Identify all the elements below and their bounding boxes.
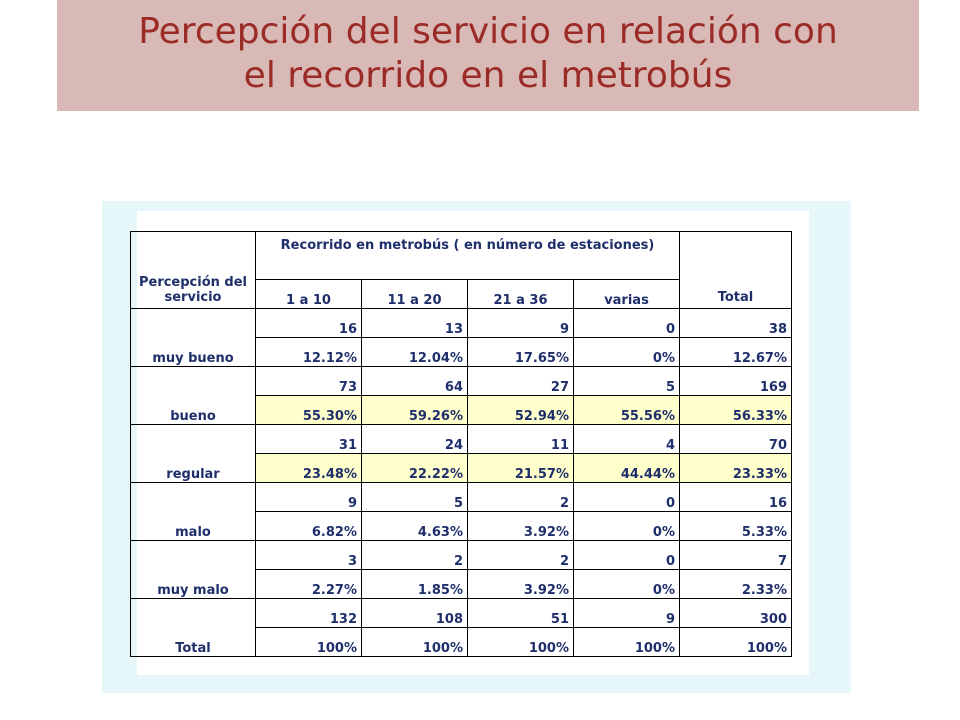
count-cell: 9 bbox=[573, 598, 680, 628]
count-cell: 70 bbox=[679, 424, 792, 454]
count-cell: 2 bbox=[467, 540, 574, 570]
row-label: muy malo bbox=[130, 540, 256, 599]
percent-cell: 12.67% bbox=[679, 337, 792, 367]
count-cell: 300 bbox=[679, 598, 792, 628]
count-cell: 27 bbox=[467, 366, 574, 396]
count-cell: 0 bbox=[573, 308, 680, 338]
count-cell: 31 bbox=[255, 424, 362, 454]
percent-cell: 100% bbox=[255, 627, 362, 657]
count-cell: 2 bbox=[361, 540, 468, 570]
header-recorrido: Recorrido en metrobús ( en número de est… bbox=[255, 231, 680, 280]
count-cell: 11 bbox=[467, 424, 574, 454]
percent-cell: 55.30% bbox=[255, 395, 362, 425]
column-header: varias bbox=[573, 279, 680, 309]
column-header: 21 a 36 bbox=[467, 279, 574, 309]
percent-cell: 4.63% bbox=[361, 511, 468, 541]
count-cell: 108 bbox=[361, 598, 468, 628]
percent-cell: 3.92% bbox=[467, 569, 574, 599]
count-cell: 132 bbox=[255, 598, 362, 628]
count-cell: 38 bbox=[679, 308, 792, 338]
percent-cell: 12.12% bbox=[255, 337, 362, 367]
count-cell: 73 bbox=[255, 366, 362, 396]
percent-cell: 100% bbox=[361, 627, 468, 657]
row-label-total: Total bbox=[130, 598, 256, 657]
percent-cell: 0% bbox=[573, 511, 680, 541]
count-cell: 3 bbox=[255, 540, 362, 570]
percent-cell: 100% bbox=[467, 627, 574, 657]
percent-cell: 23.33% bbox=[679, 453, 792, 483]
percent-cell: 44.44% bbox=[573, 453, 680, 483]
percent-cell: 12.04% bbox=[361, 337, 468, 367]
row-label: malo bbox=[130, 482, 256, 541]
count-cell: 0 bbox=[573, 540, 680, 570]
percent-cell: 5.33% bbox=[679, 511, 792, 541]
count-cell: 0 bbox=[573, 482, 680, 512]
percent-cell: 23.48% bbox=[255, 453, 362, 483]
percent-cell: 52.94% bbox=[467, 395, 574, 425]
percent-cell: 0% bbox=[573, 569, 680, 599]
percent-cell: 100% bbox=[573, 627, 680, 657]
percent-cell: 22.22% bbox=[361, 453, 468, 483]
percent-cell: 17.65% bbox=[467, 337, 574, 367]
row-label: bueno bbox=[130, 366, 256, 425]
percent-cell: 2.27% bbox=[255, 569, 362, 599]
percent-cell: 56.33% bbox=[679, 395, 792, 425]
count-cell: 64 bbox=[361, 366, 468, 396]
count-cell: 13 bbox=[361, 308, 468, 338]
percent-cell: 6.82% bbox=[255, 511, 362, 541]
count-cell: 4 bbox=[573, 424, 680, 454]
count-cell: 16 bbox=[255, 308, 362, 338]
percent-cell: 0% bbox=[573, 337, 680, 367]
count-cell: 169 bbox=[679, 366, 792, 396]
count-cell: 51 bbox=[467, 598, 574, 628]
header-percepcion: Percepción del servicio bbox=[130, 231, 256, 309]
percent-cell: 1.85% bbox=[361, 569, 468, 599]
percent-cell: 55.56% bbox=[573, 395, 680, 425]
title-banner: Percepción del servicio en relación con … bbox=[57, 0, 919, 111]
percent-cell: 100% bbox=[679, 627, 792, 657]
percent-cell: 59.26% bbox=[361, 395, 468, 425]
count-cell: 9 bbox=[255, 482, 362, 512]
row-label: regular bbox=[130, 424, 256, 483]
percent-cell: 21.57% bbox=[467, 453, 574, 483]
crosstab-table: Percepción del servicio Recorrido en met… bbox=[130, 231, 792, 657]
column-header: 1 a 10 bbox=[255, 279, 362, 309]
slide-title-line-1: Percepción del servicio en relación con bbox=[138, 11, 838, 52]
slide-title-line-2: el recorrido en el metrobús bbox=[243, 55, 733, 96]
count-cell: 24 bbox=[361, 424, 468, 454]
row-label: muy bueno bbox=[130, 308, 256, 367]
count-cell: 9 bbox=[467, 308, 574, 338]
column-header: 11 a 20 bbox=[361, 279, 468, 309]
header-total: Total bbox=[679, 231, 792, 309]
percent-cell: 3.92% bbox=[467, 511, 574, 541]
percent-cell: 2.33% bbox=[679, 569, 792, 599]
count-cell: 5 bbox=[361, 482, 468, 512]
count-cell: 5 bbox=[573, 366, 680, 396]
count-cell: 7 bbox=[679, 540, 792, 570]
count-cell: 16 bbox=[679, 482, 792, 512]
count-cell: 2 bbox=[467, 482, 574, 512]
